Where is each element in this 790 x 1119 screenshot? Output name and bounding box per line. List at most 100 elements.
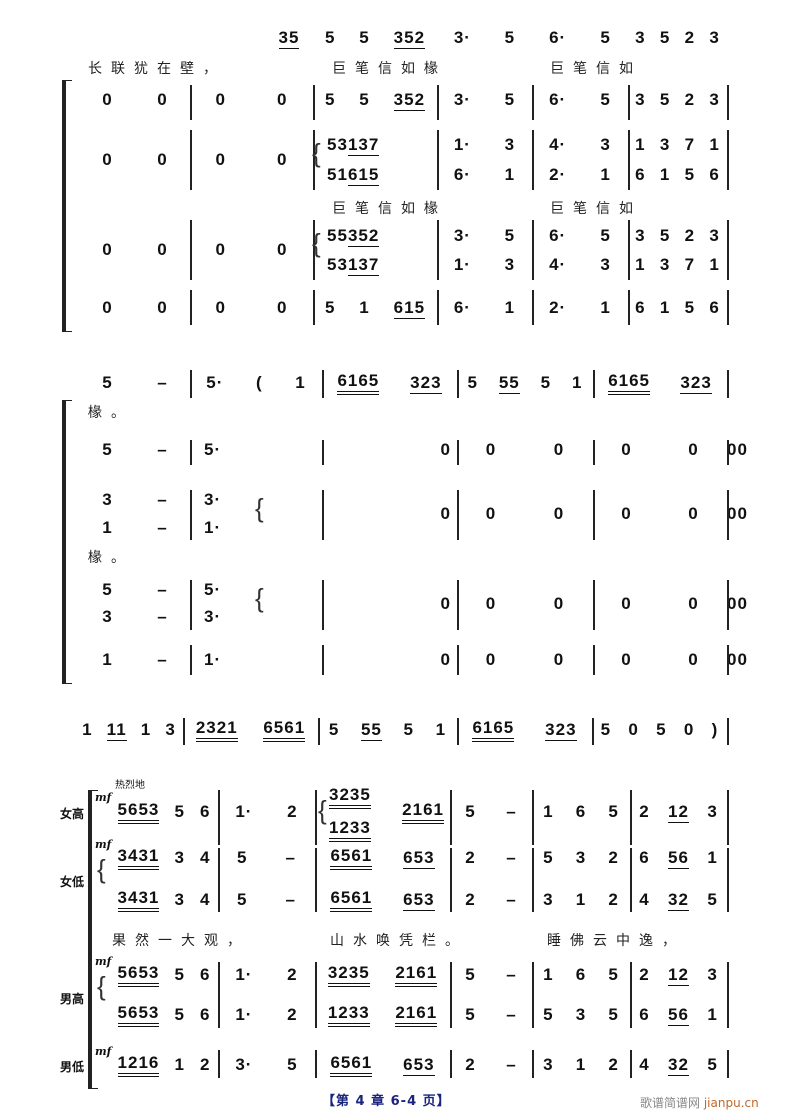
note: 5653 xyxy=(117,800,160,824)
measure: 0 xyxy=(322,438,457,462)
part-label: 男高 xyxy=(60,992,85,1006)
note: 2161 xyxy=(395,1003,438,1027)
note: 3 xyxy=(337,135,348,154)
tempo-marking: 热烈地 xyxy=(115,780,145,791)
note: 0 xyxy=(277,150,288,169)
note: 1 xyxy=(600,165,611,184)
bar-line xyxy=(457,645,459,675)
lyric-line: 果然一大观， xyxy=(112,933,250,949)
note: 5 xyxy=(327,255,338,274)
bar-line xyxy=(190,130,192,190)
note: – xyxy=(157,490,168,509)
note: 6· xyxy=(549,28,567,47)
note: 6 xyxy=(575,802,587,821)
note: 3 xyxy=(659,135,671,154)
note: 5 xyxy=(504,90,516,109)
note: 3 xyxy=(337,255,348,274)
note: 2 xyxy=(639,802,650,821)
measure: 5· (1 xyxy=(190,371,322,395)
note: 0 xyxy=(277,90,288,109)
note: 653 xyxy=(403,1054,435,1076)
measure: 3 1 2 xyxy=(532,1053,630,1077)
note: 5 xyxy=(600,28,611,47)
bar-line xyxy=(532,290,534,325)
measure: 5– xyxy=(80,371,190,395)
note: ( xyxy=(255,373,263,392)
note: 5 xyxy=(504,28,516,47)
note: 5· xyxy=(204,580,222,599)
measure: 1· 2 xyxy=(218,963,315,987)
note: 6 xyxy=(199,1005,211,1024)
note: 0 xyxy=(737,650,748,669)
lyric-line: 山水唤凭栏。 xyxy=(330,933,468,949)
bar-line xyxy=(593,645,595,675)
note: 1233 xyxy=(327,1003,370,1027)
bar-line xyxy=(437,130,439,190)
bar-line xyxy=(628,220,630,280)
note: 2 xyxy=(608,848,619,867)
bar-line xyxy=(630,848,632,912)
note: 5 xyxy=(600,90,611,109)
note: 5 xyxy=(465,802,476,821)
bar-line xyxy=(437,290,439,325)
note: 6 xyxy=(639,848,650,867)
note: 56 xyxy=(668,1004,689,1026)
bar-line xyxy=(450,962,452,1028)
bar-line xyxy=(630,1050,632,1078)
bar-line xyxy=(593,490,595,540)
bar-line xyxy=(190,440,192,465)
measure: 5– xyxy=(218,846,315,870)
note: 3235 xyxy=(327,963,370,987)
measure: 4 32 5 xyxy=(630,1053,727,1077)
note: 3 xyxy=(575,1005,587,1024)
note: 3 xyxy=(575,848,587,867)
note: 3431 xyxy=(117,846,160,870)
bar-line xyxy=(457,580,459,630)
note: 0 xyxy=(628,720,639,739)
note: 2 xyxy=(465,890,476,909)
note: – xyxy=(506,848,517,867)
measure: 5 5 352 xyxy=(313,26,437,50)
lyric-line: 巨笔信如椽 xyxy=(332,61,447,77)
page-label: 【第 4 章 6-4 页】 xyxy=(322,1094,451,1109)
note: 3 xyxy=(635,28,646,47)
measure: 3235 xyxy=(315,785,450,809)
note: 2 xyxy=(684,226,696,245)
note: 0 xyxy=(485,650,497,669)
note: 56 xyxy=(668,847,689,869)
bar-line xyxy=(727,718,729,745)
note: 1· xyxy=(453,135,471,154)
note: 1· xyxy=(204,650,222,669)
measure: 1 11 1 3 xyxy=(75,718,183,742)
note: 6· xyxy=(453,298,471,317)
note: 5653 xyxy=(117,963,160,987)
note: 1· xyxy=(453,255,471,274)
measure: 2– xyxy=(450,1053,532,1077)
measure: 1· 2 xyxy=(218,800,315,824)
measure: 5 1 615 xyxy=(313,163,437,187)
note: 5 xyxy=(600,720,612,739)
note: 5 xyxy=(600,226,611,245)
note: 2 xyxy=(199,1055,211,1074)
measure: 1 6 5 xyxy=(532,800,630,824)
bar-line xyxy=(218,1050,220,1078)
note: 1 xyxy=(575,1055,587,1074)
note: 1 xyxy=(102,518,113,537)
note: 0 xyxy=(683,720,695,739)
bar-line xyxy=(315,962,317,1028)
part-label: 女高 xyxy=(60,807,85,821)
note: 5 xyxy=(174,802,185,821)
measure: 2 12 3 xyxy=(630,800,727,824)
note: 5 xyxy=(608,1005,619,1024)
note: 2· xyxy=(549,298,567,317)
note: 0 xyxy=(727,650,738,669)
note: 5653 xyxy=(117,1003,160,1027)
bar-line xyxy=(313,220,315,280)
measure: 3· 5 xyxy=(437,88,532,112)
bar-line xyxy=(183,718,185,745)
note: 5 xyxy=(324,90,336,109)
